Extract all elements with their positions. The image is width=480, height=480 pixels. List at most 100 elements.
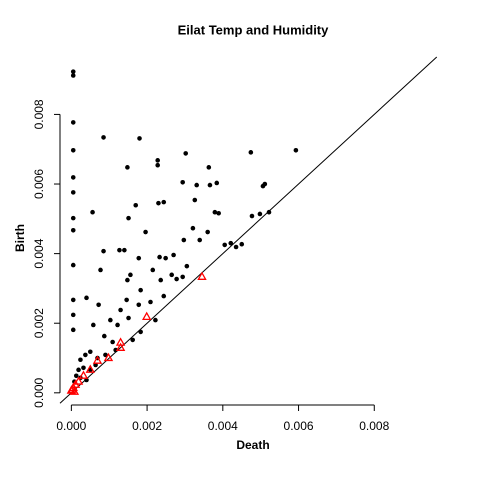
point — [117, 247, 122, 253]
point — [262, 181, 268, 187]
y-tick-label: 0.002 — [32, 308, 46, 338]
point — [192, 197, 198, 203]
point — [161, 199, 167, 205]
point — [133, 202, 139, 208]
point — [76, 367, 81, 373]
x-axis-label: Death — [236, 438, 269, 452]
point — [266, 209, 272, 215]
point — [155, 158, 160, 163]
point — [125, 165, 130, 170]
point — [222, 242, 228, 248]
point — [70, 228, 76, 233]
point — [174, 276, 179, 282]
x-tick-label: 0.004 — [208, 419, 238, 433]
point — [155, 162, 160, 168]
point — [78, 357, 83, 363]
point — [122, 247, 127, 253]
point — [70, 120, 76, 125]
triangle-point — [66, 385, 77, 394]
point — [137, 136, 142, 141]
point — [216, 210, 221, 216]
x-tick-label: 0.002 — [132, 419, 162, 433]
point — [125, 277, 130, 283]
point — [212, 209, 218, 215]
triangle-point — [103, 352, 114, 362]
point — [163, 255, 168, 261]
y-tick-label: 0.008 — [32, 99, 46, 129]
point — [190, 225, 196, 231]
point — [101, 248, 106, 254]
y-tick-label: 0.006 — [32, 169, 46, 199]
point — [98, 267, 103, 273]
point — [206, 165, 212, 170]
point — [73, 373, 79, 379]
triangle-point — [85, 364, 96, 373]
point — [113, 347, 118, 353]
x-tick-label: 0.008 — [359, 419, 389, 433]
point — [181, 237, 187, 243]
chart-title: Eilat Temp and Humidity — [178, 22, 329, 37]
point — [124, 297, 129, 303]
point — [108, 317, 113, 323]
point — [118, 307, 123, 313]
point — [184, 263, 190, 269]
point — [136, 255, 142, 261]
point — [70, 262, 76, 268]
point — [81, 365, 86, 371]
triangle-point — [115, 342, 126, 351]
point — [171, 252, 176, 258]
point — [150, 267, 156, 273]
point — [239, 241, 245, 247]
point — [207, 182, 213, 188]
point — [70, 73, 76, 78]
point — [214, 180, 220, 186]
point — [180, 179, 185, 185]
triangle-point — [78, 370, 89, 379]
point — [143, 229, 148, 235]
y-tick-label: 0.004 — [32, 238, 46, 268]
point — [257, 211, 263, 217]
point — [83, 352, 88, 358]
point — [136, 302, 142, 308]
point — [87, 349, 93, 355]
point — [70, 312, 76, 318]
point — [153, 317, 158, 323]
point — [249, 213, 255, 219]
point — [148, 299, 153, 305]
x-tick-label: 0.006 — [284, 419, 314, 433]
point — [70, 69, 76, 74]
point — [169, 272, 174, 278]
point — [70, 147, 76, 153]
point — [183, 151, 189, 156]
point — [70, 215, 76, 221]
y-tick-label: 0.000 — [32, 377, 46, 407]
point — [101, 135, 106, 140]
point — [156, 200, 161, 206]
triangle-point — [92, 355, 103, 364]
point — [138, 287, 143, 293]
point — [126, 315, 131, 321]
point — [205, 229, 210, 235]
point — [194, 182, 199, 188]
point — [70, 327, 76, 333]
point — [90, 209, 95, 215]
point — [70, 175, 76, 180]
point — [130, 337, 135, 343]
point — [91, 322, 96, 328]
point — [70, 190, 76, 195]
triangle-point — [197, 271, 207, 280]
point — [84, 295, 89, 301]
point — [126, 215, 131, 221]
point — [110, 339, 115, 345]
point — [248, 150, 254, 155]
point — [96, 302, 101, 308]
point — [180, 274, 185, 280]
point — [70, 297, 76, 303]
point — [233, 244, 239, 250]
point — [161, 293, 167, 299]
point — [115, 322, 120, 328]
point — [293, 147, 299, 153]
point — [138, 329, 143, 335]
point — [102, 333, 107, 339]
